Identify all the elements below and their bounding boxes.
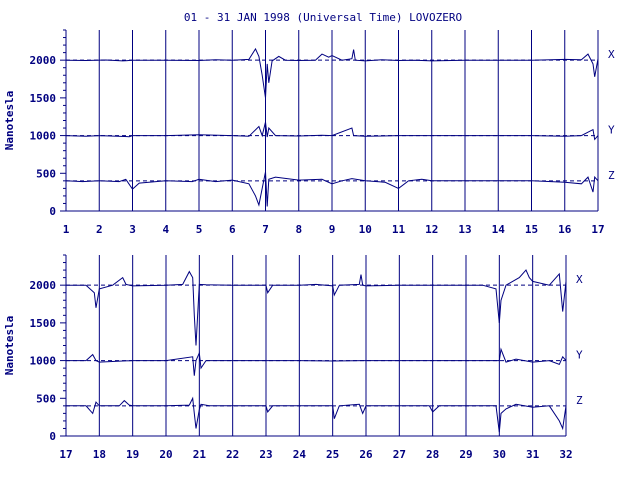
x-tick-label: 10 — [359, 223, 372, 236]
series-label-z: Z — [608, 169, 615, 182]
x-tick-label: 13 — [458, 223, 471, 236]
x-tick-label: 11 — [392, 223, 406, 236]
series-label-x: X — [576, 273, 583, 286]
x-tick-label: 23 — [259, 448, 272, 461]
x-tick-label: 31 — [526, 448, 540, 461]
x-tick-label: 26 — [359, 448, 373, 461]
series-label-x: X — [608, 48, 615, 61]
y-tick-label: 1000 — [30, 130, 57, 143]
y-tick-label: 2000 — [30, 54, 57, 67]
x-tick-label: 14 — [492, 223, 506, 236]
x-tick-label: 1 — [63, 223, 70, 236]
y-tick-label: 1000 — [30, 355, 57, 368]
x-tick-label: 2 — [96, 223, 103, 236]
y-tick-label: 2000 — [30, 279, 57, 292]
series-trace-y — [65, 121, 599, 141]
x-tick-label: 16 — [558, 223, 572, 236]
y-tick-label: 500 — [36, 167, 56, 180]
series-trace-y — [66, 347, 567, 376]
x-tick-label: 18 — [93, 448, 106, 461]
series-label-y: Y — [608, 124, 615, 137]
x-tick-label: 22 — [226, 448, 239, 461]
x-tick-label: 7 — [262, 223, 269, 236]
chart-title: 01 - 31 JAN 1998 (Universal Time) LOVOZE… — [184, 11, 462, 24]
panel-days-1-17: 1 2 3 4 5 6 7 8 9 10 11 12 13 14 15 16 17050010001500200… — [3, 29, 615, 236]
x-tick-label: 32 — [559, 448, 572, 461]
x-tick-label: 24 — [293, 448, 307, 461]
x-tick-label: 20 — [159, 448, 172, 461]
series-label-y: Y — [576, 349, 583, 362]
x-tick-label: 30 — [493, 448, 506, 461]
series-trace-x — [65, 47, 599, 98]
x-tick-label: 12 — [425, 223, 438, 236]
x-tick-label: 28 — [426, 448, 439, 461]
x-tick-label: 6 — [229, 223, 236, 236]
series-trace-z — [65, 171, 599, 207]
x-tick-label: 15 — [525, 223, 538, 236]
x-tick-label: 17 — [59, 448, 72, 461]
panel-days-17-32: 17 18 19 20 21 22 23 24 25 26 27 28 29 30 31 32 0 500 1000… — [3, 254, 583, 461]
x-tick-label: 25 — [326, 448, 339, 461]
series-trace-x — [66, 269, 567, 346]
x-tick-label: 4 — [162, 223, 169, 236]
x-tick-label: 3 — [129, 223, 136, 236]
y-tick-label: 1500 — [30, 317, 57, 330]
x-tick-label: 27 — [393, 448, 406, 461]
y-tick-label: 1500 — [30, 92, 57, 105]
x-tick-label: 8 — [295, 223, 302, 236]
y-tick-label: 0 — [49, 430, 56, 443]
y-tick-label: 500 — [36, 392, 56, 405]
x-tick-label: 21 — [193, 448, 207, 461]
x-tick-label: 29 — [459, 448, 472, 461]
y-tick-label: 0 — [49, 205, 56, 218]
x-tick-label: 9 — [329, 223, 336, 236]
y-axis-label: Nanotesla — [3, 316, 16, 376]
y-axis-label: Nanotesla — [3, 91, 16, 151]
x-tick-label: 17 — [591, 223, 604, 236]
x-tick-label: 5 — [196, 223, 203, 236]
series-label-z: Z — [576, 394, 583, 407]
series-trace-z — [66, 396, 567, 433]
x-tick-label: 19 — [126, 448, 139, 461]
